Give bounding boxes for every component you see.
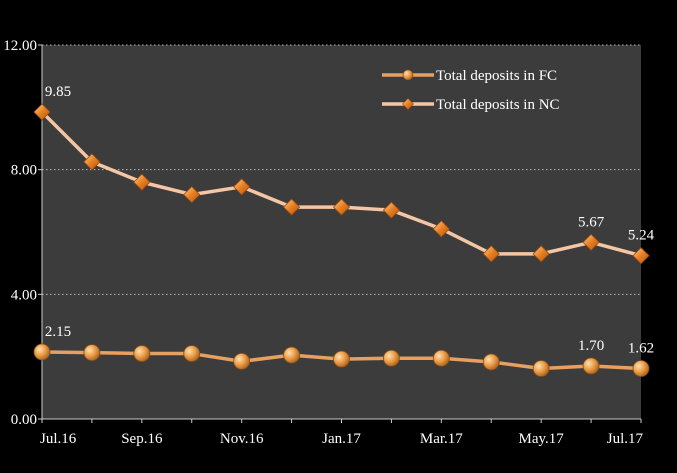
data-point xyxy=(33,103,51,121)
data-point xyxy=(133,173,151,191)
data-point xyxy=(233,178,251,196)
x-tick-label: Jul.16 xyxy=(40,431,77,447)
data-point xyxy=(532,360,550,377)
data-point xyxy=(632,247,650,265)
data-point xyxy=(632,360,650,377)
legend-label: Total deposits in NC xyxy=(436,97,560,113)
y-tick-label: 4.00 xyxy=(11,287,37,303)
series-fc xyxy=(33,343,650,377)
data-label: 9.85 xyxy=(45,84,71,100)
legend: Total deposits in FC Total deposits in NC xyxy=(382,68,560,113)
data-point xyxy=(83,344,101,362)
legend-label: Total deposits in FC xyxy=(436,68,557,84)
y-tick-label: 0.00 xyxy=(11,412,37,428)
data-point xyxy=(83,153,101,171)
legend-marker xyxy=(402,69,414,81)
data-point xyxy=(233,352,251,370)
x-tick-label: Jul.17 xyxy=(607,431,644,447)
data-point xyxy=(383,349,400,367)
y-tick-label: 12.00 xyxy=(3,38,37,54)
data-point xyxy=(33,343,51,361)
legend-item-fc: Total deposits in FC xyxy=(382,68,557,84)
legend-marker xyxy=(402,98,414,110)
data-point xyxy=(283,198,301,216)
data-point xyxy=(283,346,300,364)
x-tick-label: Sep.16 xyxy=(121,431,163,447)
data-point xyxy=(432,220,450,238)
data-point xyxy=(582,233,600,251)
data-label: 2.15 xyxy=(45,324,71,340)
legend-item-nc: Total deposits in NC xyxy=(382,97,560,113)
data-point xyxy=(382,201,400,219)
data-point xyxy=(482,353,500,371)
data-point xyxy=(183,345,201,362)
data-point xyxy=(133,345,151,362)
x-tick-label: May.17 xyxy=(519,431,565,447)
data-point xyxy=(332,198,351,216)
data-label: 5.24 xyxy=(628,228,655,244)
data-point xyxy=(432,349,450,367)
data-point xyxy=(532,245,550,263)
series-nc xyxy=(33,103,650,265)
data-point xyxy=(333,350,350,368)
data-point xyxy=(183,186,201,204)
data-point xyxy=(482,245,500,263)
data-point xyxy=(582,357,600,375)
x-tick-label: Jan.17 xyxy=(322,431,361,447)
x-tick-label: Mar.17 xyxy=(420,431,463,447)
data-label: 1.70 xyxy=(578,338,604,354)
data-label: 1.62 xyxy=(628,341,654,357)
data-label: 5.67 xyxy=(578,214,605,230)
x-tick-label: Nov.16 xyxy=(220,431,264,447)
y-tick-label: 8.00 xyxy=(11,163,37,179)
